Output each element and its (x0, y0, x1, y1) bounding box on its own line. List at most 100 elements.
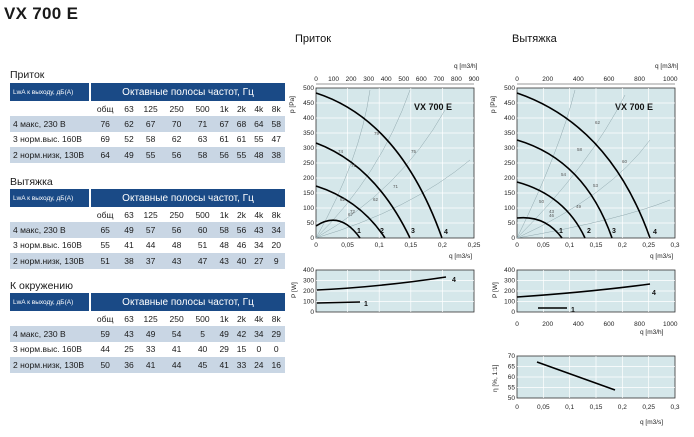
table-row: 4 макс, 230 В 76 62 67 70 71 67 68 64 58 (10, 116, 285, 132)
pressure-tick: 500 (303, 85, 314, 92)
pressure-tick: 50 (508, 220, 516, 227)
q-m3h-tick: 200 (542, 321, 553, 328)
efficiency-value: 50 (539, 199, 545, 204)
q-m3s-tick: 0,15 (590, 242, 603, 249)
q-m3s-tick: 0 (314, 242, 318, 249)
table-row: 2 норм.низк, 130В 51 38 37 43 47 43 40 27 9 (10, 253, 285, 269)
q-m3h-tick: 400 (573, 321, 584, 328)
band-cell: 8k (271, 313, 281, 324)
q-m3h-tick: 1000 (663, 321, 678, 328)
eta-tick: 60 (508, 374, 516, 381)
curve-number: 1 (571, 307, 575, 314)
q-m3h-tick: 200 (542, 76, 553, 83)
model-label: VX 700 E (615, 102, 653, 112)
band-cell: 250 (169, 313, 184, 324)
efficiency-value: 49 (576, 204, 582, 209)
efficiency-value: 75 (411, 149, 417, 154)
band-cell: 63 (124, 313, 134, 324)
band-cell: 4k (254, 209, 264, 220)
table-row: 3 норм.выс. 160В 44 25 33 41 40 29 15 0 0 (13, 344, 279, 355)
q-m3h-tick: 800 (634, 321, 645, 328)
band-cell: общ (96, 103, 114, 114)
q-m3h-tick: 800 (634, 76, 645, 83)
pressure-tick: 150 (303, 190, 314, 197)
fan-curve-4 (516, 92, 651, 239)
q-m3s-tick: 0,1 (565, 242, 574, 249)
col-label: LwA к выходу, дБ(A) (10, 83, 91, 101)
curve-number: 4 (444, 229, 448, 236)
efficiency-value: 53 (593, 183, 599, 188)
q-m3s-tick: 0,25 (642, 242, 655, 249)
q-m3s-tick: 0,3 (670, 242, 679, 249)
curve-number: 3 (612, 228, 616, 235)
efficiency-value: 54 (561, 172, 567, 177)
efficiency-value: 71 (351, 163, 357, 168)
curve-number: 4 (653, 229, 657, 236)
eta-tick: 50 (508, 395, 516, 402)
col-label: LwA к выходу, дБ(A) (10, 189, 91, 207)
q-m3s-tick: 0,1 (375, 242, 384, 249)
band-cell: 1k (219, 313, 229, 324)
pressure-tick: 200 (303, 175, 314, 182)
pressure-tick: 100 (504, 205, 515, 212)
power-tick: 200 (504, 288, 515, 295)
band-cell: 2k (237, 209, 246, 220)
efficiency-value: 62 (373, 197, 379, 202)
q-m3s-tick: 0,2 (438, 242, 447, 249)
power-tick: 200 (303, 288, 314, 295)
eta-x-tick: 0,05 (537, 404, 550, 411)
pressure-tick: 50 (307, 220, 315, 227)
efficiency-value: 74 (338, 149, 344, 154)
q-m3h-axis-label: q [m3/h] (454, 63, 478, 70)
pressure-tick: 100 (303, 205, 314, 212)
pressure-tick: 450 (303, 100, 314, 107)
q-m3h-tick: 600 (604, 76, 615, 83)
eta-tick: 70 (508, 353, 516, 360)
efficiency-value: 71 (393, 184, 399, 189)
fan-curve-2 (516, 181, 586, 239)
band-cell: 500 (195, 313, 210, 324)
band-cell: 4k (254, 103, 264, 114)
pressure-tick: 250 (504, 160, 515, 167)
efficiency-line (315, 159, 471, 239)
q-m3s-axis-label: q [m3/s] (640, 419, 663, 426)
power-curve-1 (316, 301, 361, 304)
pressure-tick: 200 (504, 175, 515, 182)
fan-curve-2 (315, 185, 386, 239)
q-m3h-tick: 100 (328, 76, 339, 83)
band-cell: 63 (124, 209, 134, 220)
q-m3h-tick: 300 (363, 76, 374, 83)
q-m3h-tick: 700 (433, 76, 444, 83)
pressure-tick: 0 (511, 235, 515, 242)
col-label: LwA к выходу, дБ(A) (10, 293, 91, 311)
pressure-axis-label: p [Pa] (490, 96, 497, 113)
efficiency-line (516, 139, 651, 239)
pressure-tick: 300 (504, 145, 515, 152)
efficiency-value: 60 (622, 159, 628, 164)
table-row: 4 макс, 230 В 65 49 57 56 60 58 56 43 34 (10, 222, 285, 238)
efficiency-value: 72 (350, 209, 356, 214)
band-cell: 500 (195, 209, 210, 220)
curve-number: 2 (380, 228, 384, 235)
q-m3h-axis-label: q [m3/h] (655, 63, 679, 70)
eta-tick: 55 (508, 385, 516, 392)
table-row: 3 норм.выс. 160В 69 52 58 62 63 61 61 55 47 (13, 134, 281, 145)
q-m3h-tick: 800 (451, 76, 462, 83)
supply-pressure-panel (315, 87, 475, 239)
q-m3h-tick: 0 (515, 76, 519, 83)
band-cell: 250 (169, 209, 184, 220)
band-header: Октавные полосы частот, Гц (90, 83, 285, 101)
efficiency-value: 62 (340, 197, 346, 202)
eta-x-tick: 0,1 (565, 404, 574, 411)
q-m3s-tick: 0,25 (468, 242, 481, 249)
table-row: 4 макс, 230 В 59 43 49 54 5 49 42 34 29 (10, 326, 285, 342)
q-m3h-axis-label: q [m3/h] (640, 329, 664, 336)
band-cell: 250 (169, 103, 184, 114)
page-title: VX 700 E (4, 4, 79, 23)
q-m3h-tick: 1000 (663, 76, 678, 83)
band-cell: 2k (237, 313, 246, 324)
curve-number: 1 (364, 301, 368, 308)
efficiency-value: 43 (549, 209, 555, 214)
band-cell: 1k (219, 209, 229, 220)
